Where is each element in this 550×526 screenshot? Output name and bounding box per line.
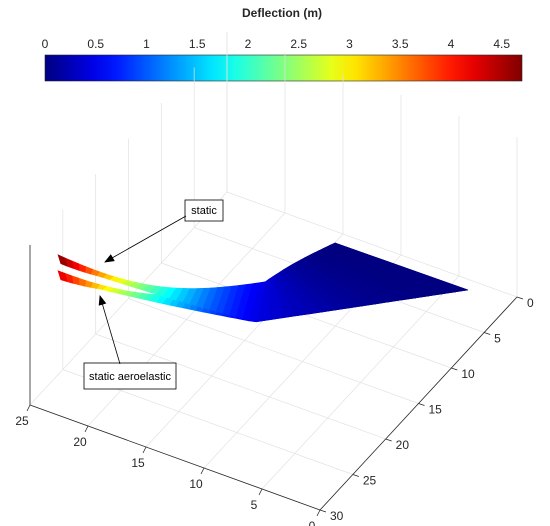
y-tick-label: 0 [309,519,316,526]
mesh-line [296,262,363,307]
surface-patch [84,266,93,275]
y-tick-mark [258,488,263,496]
y-tick-label: 25 [15,414,29,428]
grid-lines [29,32,518,511]
x-tick-label: 15 [429,403,443,417]
y-tick-mark [142,446,147,454]
x-tick-mark [319,509,327,513]
x-tick-mark [484,332,491,335]
x-tick-label: 0 [527,296,534,310]
mesh-line [324,247,442,295]
y-tick-label: 20 [73,435,87,449]
y-axis-line [29,404,321,511]
x-tick-label: 30 [330,509,344,523]
annotation-aeroelastic-label: static aeroelastic [89,371,171,383]
mesh-line [300,259,376,305]
colorbar-ticks: 0 0.5 1 1.5 2 2.5 3 3.5 4 4.5 [42,37,511,51]
grid-line-x [128,298,419,404]
colorbar-tick-label: 2.5 [290,37,307,51]
mesh-line [276,274,297,316]
y-tick-mark [84,425,89,433]
y-axis-ticks: 0 5 10 15 20 25 [15,404,321,526]
x-tick-mark [451,367,458,371]
y-tick-label: 15 [131,456,145,470]
surface-patch [78,277,87,287]
annotation-aeroelastic-box [83,362,177,390]
grid-line-x [161,262,452,369]
annotation-static-aeroelastic: static aeroelastic [83,295,177,390]
grid-line-x [95,333,386,440]
x-tick-label: 25 [363,474,377,488]
grid-line-x [226,191,518,298]
y-tick-label: 10 [189,477,203,491]
surface-patch [84,280,93,288]
annotation-static: static [104,199,224,263]
colorbar-tick-label: 4 [448,37,455,51]
deflection-surfaces [57,242,469,323]
y-tick-label: 5 [251,498,258,512]
colorbar-title: Deflection (m) [242,6,322,20]
colorbar-tick-label: 0.5 [87,37,104,51]
colorbar-tick-label: 2 [245,37,252,51]
mesh-line [279,271,310,314]
grid-line-y [29,191,228,406]
grid-line-y [261,275,460,490]
mesh-line [283,269,323,312]
x-tick-mark [418,403,425,406]
surface-static [57,242,469,323]
surface-patch [57,270,68,283]
mesh-line [291,264,350,309]
colorbar: Deflection (m) 0 0.5 1 1.5 2 2.5 3 3.5 4 4.5 [42,6,523,82]
grid-line-y [87,212,286,427]
colorbar-tick-label: 4.5 [493,37,510,51]
annotation-static-arrow [104,215,187,263]
surface-patch [71,260,80,271]
x-tick-mark [352,474,359,477]
y-tick-mark [26,404,31,412]
mesh-line [287,267,336,311]
x-tick-label: 5 [494,332,501,346]
mesh-line [314,252,416,299]
x-tick-label: 20 [396,438,410,452]
mesh-line [319,250,429,297]
colorbar-tick-label: 1.5 [189,37,206,51]
annotation-static-label: static [191,205,217,217]
colorbar-gradient [44,54,523,82]
colorbar-tick-label: 3 [346,37,353,51]
mesh-line [309,254,402,301]
x-axis-ticks: 0 5 10 15 20 25 30 [319,296,534,523]
mesh-line [334,242,469,291]
x-tick-mark [385,438,392,442]
surface-patch [57,254,68,267]
surface-patch [78,263,87,273]
mesh-line [329,245,455,293]
mesh-line [305,257,389,303]
annotation-aeroelastic-arrow [98,295,121,365]
x-tick-mark [516,296,524,300]
annotation-static-box [184,199,224,222]
x-tick-label: 10 [461,367,475,381]
colorbar-tick-label: 3.5 [392,37,409,51]
colorbar-tick-label: 0 [42,37,49,51]
colorbar-tick-label: 1 [143,37,150,51]
y-tick-mark [200,467,205,475]
y-tick-mark [316,509,321,517]
